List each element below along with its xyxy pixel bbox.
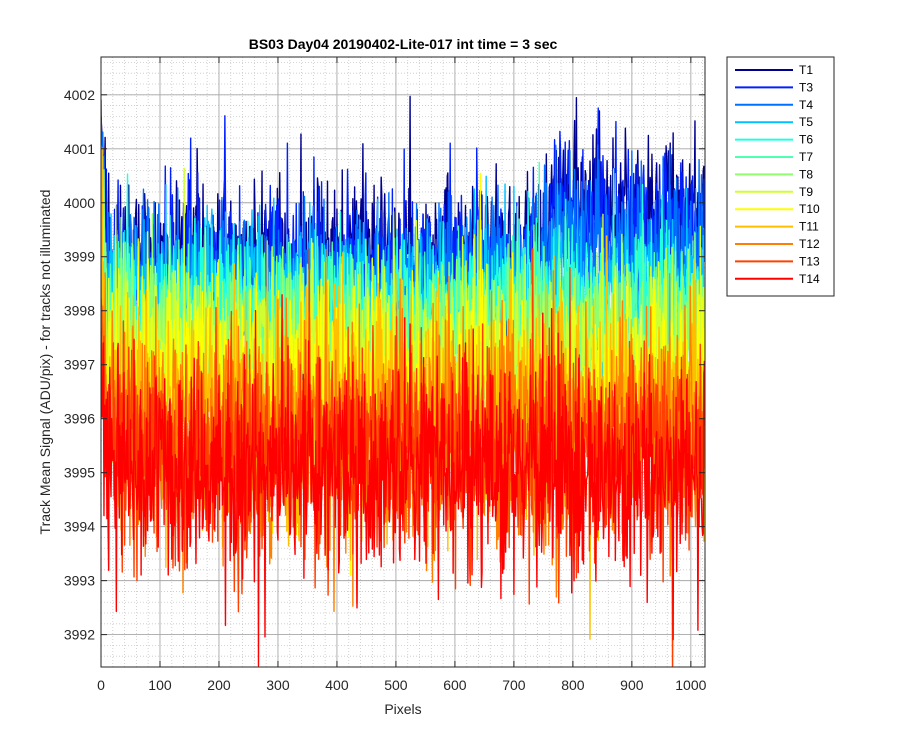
legend-label-t14: T14 (799, 272, 820, 286)
legend-label-t7: T7 (799, 150, 813, 164)
x-tick-label: 1000 (675, 677, 706, 693)
y-tick-label: 3998 (64, 303, 95, 319)
x-tick-label: 400 (325, 677, 349, 693)
y-tick-label: 3999 (64, 249, 95, 265)
x-tick-label: 200 (207, 677, 231, 693)
x-tick-label: 0 (97, 677, 105, 693)
legend-label-t4: T4 (799, 98, 813, 112)
y-tick-label: 4002 (64, 87, 95, 103)
series-lines (101, 95, 705, 667)
x-tick-label: 100 (148, 677, 172, 693)
y-tick-label: 3996 (64, 411, 95, 427)
x-axis-label: Pixels (384, 701, 421, 717)
x-tick-label: 500 (384, 677, 408, 693)
y-tick-label: 3993 (64, 573, 95, 589)
series-line-t14 (101, 294, 705, 667)
legend-label-t10: T10 (799, 202, 820, 216)
legend-box (726, 56, 835, 297)
y-tick-label: 4001 (64, 141, 95, 157)
legend-label-t9: T9 (799, 185, 813, 199)
x-tick-label: 600 (443, 677, 467, 693)
y-axis-label: Track Mean Signal (ADU/pix) - for tracks… (37, 190, 53, 535)
legend-label-t6: T6 (799, 133, 813, 147)
legend: T1 T3 T4 T5 T6 T7 T8 T9 T10 T11 T12 T13 T14 (726, 56, 835, 297)
chart-title: BS03 Day04 20190402-Lite-017 int time = … (249, 36, 558, 52)
legend-label-t8: T8 (799, 167, 813, 181)
y-tick-label: 3992 (64, 627, 95, 643)
legend-label-t11: T11 (799, 220, 819, 234)
legend-label-t12: T12 (799, 237, 820, 251)
legend-label-t1: T1 (799, 63, 813, 77)
ticks: 0 100 200 300 400 500 600 700 800 900 1000 3992 3993… (64, 57, 707, 693)
x-tick-label: 900 (620, 677, 644, 693)
legend-label-t3: T3 (799, 80, 813, 94)
x-tick-label: 700 (502, 677, 526, 693)
y-tick-label: 4000 (64, 195, 95, 211)
x-tick-label: 800 (561, 677, 585, 693)
legend-label-t5: T5 (799, 115, 813, 129)
legend-label-t13: T13 (799, 254, 820, 268)
y-tick-label: 3994 (64, 519, 95, 535)
x-tick-label: 300 (266, 677, 290, 693)
plot-frame (100, 56, 706, 668)
legend-items: T1 T3 T4 T5 T6 T7 T8 T9 T10 T11 T12 T13 T14 (735, 63, 820, 286)
y-tick-label: 3995 (64, 465, 95, 481)
y-tick-label: 3997 (64, 357, 95, 373)
